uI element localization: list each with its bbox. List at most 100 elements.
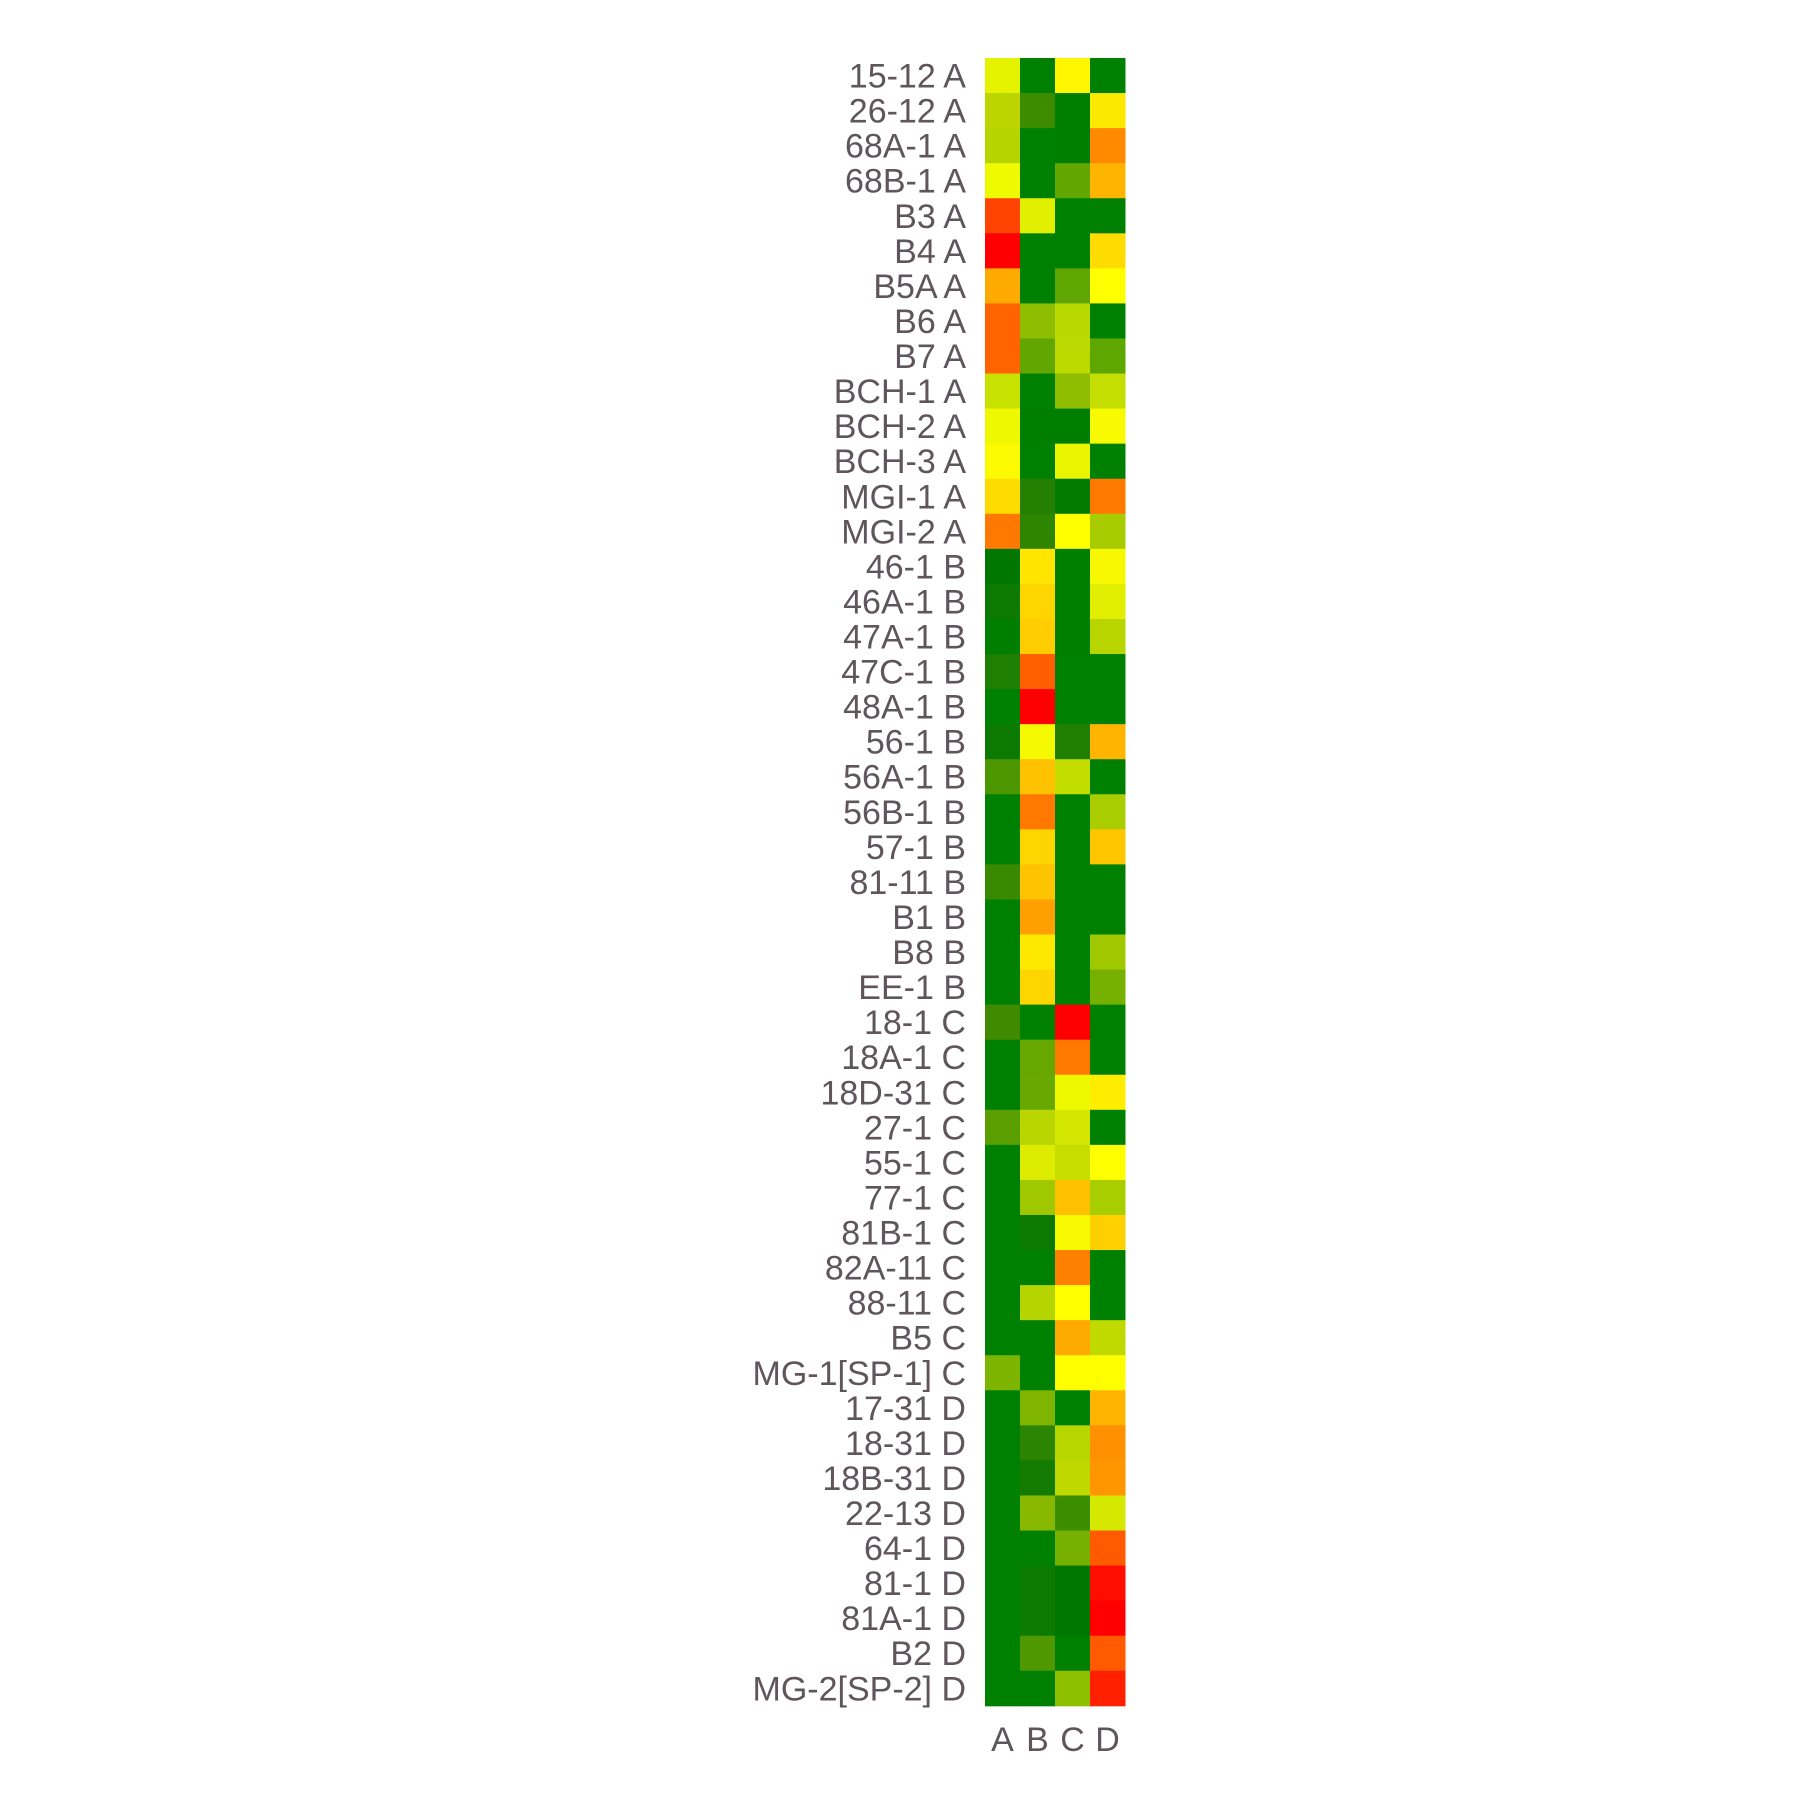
heatmap-cell bbox=[1055, 1320, 1091, 1356]
heatmap-cell bbox=[1055, 1670, 1091, 1707]
row-label: 46A-1 B bbox=[843, 583, 966, 621]
heatmap-cell bbox=[1055, 303, 1091, 339]
heatmap-cell bbox=[1055, 478, 1091, 515]
heatmap-cell bbox=[1090, 163, 1126, 199]
heatmap-cell bbox=[1055, 1250, 1091, 1286]
heatmap-cell bbox=[1020, 1530, 1056, 1567]
row-label: BCH-3 A bbox=[834, 443, 967, 481]
row-label: B3 A bbox=[894, 198, 966, 236]
row-label: 82A-11 C bbox=[825, 1250, 966, 1288]
heatmap-cell bbox=[985, 443, 1021, 480]
heatmap-cell bbox=[985, 1320, 1021, 1356]
heatmap-cell bbox=[985, 1635, 1021, 1672]
heatmap-cell bbox=[1090, 58, 1126, 94]
heatmap-cell bbox=[1020, 513, 1056, 550]
heatmap-cell bbox=[985, 373, 1021, 410]
heatmap-cell bbox=[1055, 338, 1091, 375]
heatmap-cell bbox=[1055, 934, 1091, 971]
heatmap-cell bbox=[1055, 1179, 1091, 1216]
row-label: 68B-1 A bbox=[845, 163, 966, 201]
heatmap-cell bbox=[1090, 478, 1126, 515]
heatmap-cell bbox=[1090, 969, 1126, 1006]
heatmap-cell bbox=[985, 1390, 1021, 1426]
heatmap-cell bbox=[1090, 759, 1126, 795]
heatmap-cell bbox=[1020, 233, 1056, 269]
row-label: 64-1 D bbox=[864, 1530, 966, 1568]
row-label: 17-31 D bbox=[845, 1390, 966, 1428]
heatmap-cell bbox=[985, 1425, 1021, 1461]
heatmap-cell bbox=[985, 1144, 1021, 1181]
heatmap-cell bbox=[1055, 724, 1091, 760]
heatmap-cell bbox=[1055, 1390, 1091, 1426]
heatmap-cell bbox=[1090, 1390, 1126, 1426]
row-label: B5A A bbox=[873, 268, 966, 306]
heatmap-cell bbox=[985, 1495, 1021, 1532]
heatmap-cell bbox=[985, 1250, 1021, 1286]
heatmap-cell bbox=[1090, 338, 1126, 375]
heatmap-cell bbox=[1020, 583, 1056, 620]
row-label: 26-12 A bbox=[849, 93, 967, 131]
heatmap-cell bbox=[1090, 618, 1126, 655]
row-label: 18A-1 C bbox=[841, 1039, 966, 1077]
heatmap-cell bbox=[1090, 1495, 1126, 1532]
heatmap-cell bbox=[1055, 408, 1091, 445]
heatmap-cell bbox=[985, 724, 1021, 760]
row-label: 81A-1 D bbox=[841, 1600, 966, 1638]
heatmap-cell bbox=[1055, 128, 1091, 164]
heatmap-cell bbox=[1090, 1635, 1126, 1672]
heatmap-cell bbox=[1090, 303, 1126, 339]
heatmap-cell bbox=[1020, 1670, 1056, 1707]
heatmap-cell bbox=[1020, 899, 1056, 935]
row-label: 18B-31 D bbox=[822, 1460, 966, 1498]
row-label: 77-1 C bbox=[864, 1179, 966, 1217]
heatmap-cell bbox=[1055, 1074, 1091, 1111]
heatmap-cell bbox=[1020, 93, 1056, 129]
heatmap-cell bbox=[1020, 1635, 1056, 1672]
column-label: B bbox=[1026, 1721, 1049, 1759]
row-label: B6 A bbox=[894, 303, 966, 341]
heatmap-cell bbox=[1020, 794, 1056, 830]
heatmap-cell bbox=[1020, 303, 1056, 339]
heatmap-cell bbox=[1055, 1495, 1091, 1532]
heatmap-cell bbox=[1090, 934, 1126, 971]
row-label: EE-1 B bbox=[858, 969, 966, 1007]
heatmap-cell bbox=[1055, 1039, 1091, 1076]
row-label: B8 B bbox=[892, 934, 966, 972]
row-label: MG-1[SP-1] C bbox=[753, 1355, 966, 1393]
heatmap-cell bbox=[1090, 198, 1126, 234]
heatmap-cell bbox=[985, 513, 1021, 550]
row-label: MGI-2 A bbox=[841, 513, 966, 551]
heatmap-cell bbox=[1090, 899, 1126, 935]
heatmap-cell bbox=[985, 1670, 1021, 1707]
heatmap-cell bbox=[1020, 1460, 1056, 1496]
heatmap-cell bbox=[1055, 443, 1091, 480]
heatmap-cell bbox=[1055, 93, 1091, 129]
heatmap-cell bbox=[1090, 864, 1126, 900]
heatmap-cell bbox=[985, 1530, 1021, 1567]
heatmap-cell bbox=[1020, 373, 1056, 410]
heatmap-cells bbox=[985, 58, 1126, 1707]
heatmap-cell bbox=[1090, 1004, 1126, 1041]
heatmap-cell bbox=[1090, 1600, 1126, 1637]
row-label: MG-2[SP-2] D bbox=[753, 1670, 966, 1708]
heatmap-cell bbox=[1090, 233, 1126, 269]
heatmap-cell bbox=[1020, 1285, 1056, 1321]
heatmap-cell bbox=[1055, 899, 1091, 935]
heatmap-cell bbox=[1055, 1425, 1091, 1461]
heatmap-cell bbox=[1090, 1144, 1126, 1181]
heatmap-cell bbox=[985, 1214, 1021, 1251]
heatmap-cell bbox=[985, 618, 1021, 655]
heatmap-cell bbox=[1055, 58, 1091, 94]
heatmap-cell bbox=[985, 794, 1021, 830]
heatmap-cell bbox=[1090, 443, 1126, 480]
heatmap-cell bbox=[1055, 969, 1091, 1006]
heatmap-cell bbox=[1090, 1530, 1126, 1567]
row-label: MGI-1 A bbox=[841, 478, 966, 516]
heatmap-cell bbox=[1090, 1355, 1126, 1391]
heatmap-cell bbox=[1055, 268, 1091, 304]
heatmap-cell bbox=[1020, 1074, 1056, 1111]
heatmap-cell bbox=[1090, 1285, 1126, 1321]
heatmap-cell bbox=[985, 1109, 1021, 1146]
heatmap-cell bbox=[1055, 373, 1091, 410]
heatmap-cell bbox=[1020, 128, 1056, 164]
